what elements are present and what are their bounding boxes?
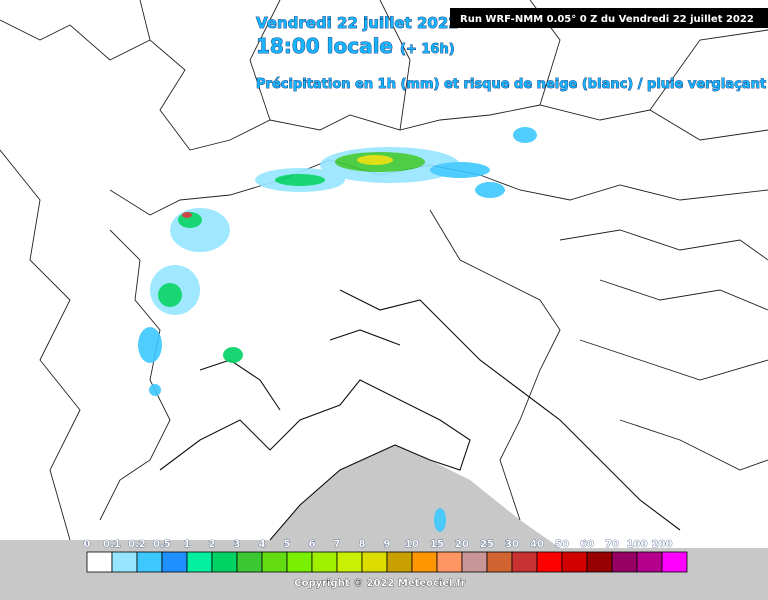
offset-title: (+ 16h) [400, 42, 455, 57]
legend-swatch [161, 551, 188, 573]
legend-label: 9 [384, 539, 391, 550]
map-borders [0, 0, 768, 541]
legend-label: 6 [309, 539, 316, 550]
legend-label: 10 [405, 539, 419, 550]
legend-label: 100 [627, 539, 648, 550]
legend-swatch [211, 551, 238, 573]
legend-swatch [186, 551, 213, 573]
legend-label: 60 [580, 539, 594, 550]
legend-label: 0.1 [103, 539, 121, 550]
legend-swatch [561, 551, 588, 573]
legend-swatch [636, 551, 663, 573]
legend-label: 0.5 [153, 539, 171, 550]
legend-swatch [386, 551, 413, 573]
precipitation-field [138, 127, 537, 532]
legend-label: 3 [234, 539, 241, 550]
legend-label: 7 [334, 539, 341, 550]
legend-swatch [411, 551, 438, 573]
legend-label: 4 [259, 539, 266, 550]
legend-label: 8 [359, 539, 366, 550]
legend-label: 1 [184, 539, 191, 550]
field-title: Précipitation en 1h (mm) et risque de ne… [256, 77, 766, 92]
time-title: 18:00 locale [256, 34, 393, 58]
legend-swatch [586, 551, 613, 573]
legend-label: 0 [84, 539, 91, 550]
legend-swatch [261, 551, 288, 573]
legend-label: 0.2 [128, 539, 146, 550]
legend-swatch [611, 551, 638, 573]
legend-swatch [336, 551, 363, 573]
legend-swatch [361, 551, 388, 573]
legend-swatch [236, 551, 263, 573]
legend-swatch [436, 551, 463, 573]
date-title: Vendredi 22 juillet 2022 [256, 14, 459, 32]
run-label: Run WRF-NMM 0.05° 0 Z du Vendredi 22 jui… [460, 14, 754, 25]
legend-swatch [661, 551, 688, 573]
legend: 0 0.1 0.2 0.5 1 2 3 4 5 6 7 8 9 10 15 20 25 30 40 50 60 70 100… [83, 539, 688, 573]
legend-swatch [311, 551, 338, 573]
legend-label: 40 [530, 539, 544, 550]
legend-swatch [111, 551, 138, 573]
legend-label: 200 [652, 539, 673, 550]
legend-swatch [286, 551, 313, 573]
legend-swatch [511, 551, 538, 573]
legend-swatch [486, 551, 513, 573]
legend-swatch [136, 551, 163, 573]
legend-label: 15 [430, 539, 444, 550]
legend-swatch [86, 551, 113, 573]
legend-label: 25 [480, 539, 494, 550]
run-box [450, 8, 768, 28]
legend-label: 70 [605, 539, 619, 550]
legend-label: 30 [505, 539, 519, 550]
legend-label: 20 [455, 539, 469, 550]
legend-swatch [461, 551, 488, 573]
copyright: Copyright © 2022 Meteociel.fr [294, 578, 465, 589]
legend-swatch [536, 551, 563, 573]
legend-label: 50 [555, 539, 569, 550]
legend-label: 2 [209, 539, 216, 550]
legend-label: 5 [284, 539, 291, 550]
